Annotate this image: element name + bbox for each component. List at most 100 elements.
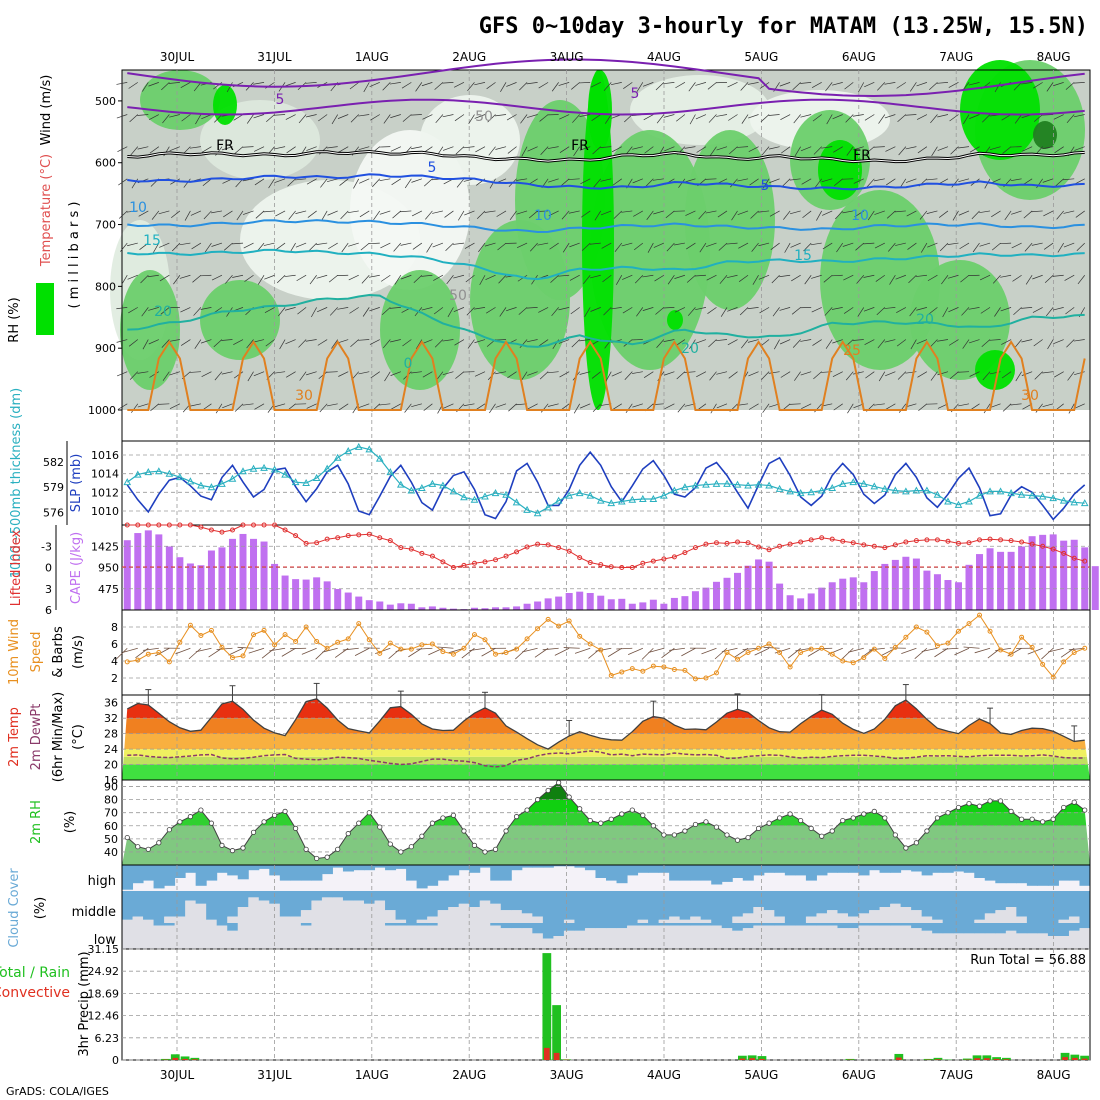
thickness-point <box>607 499 616 507</box>
wind-speed-point <box>766 641 772 647</box>
wind-barb <box>537 242 549 246</box>
wind-barb <box>326 178 338 182</box>
cloud-middle-gap <box>753 907 765 923</box>
wind-barb-10m <box>155 647 170 657</box>
wind-barb <box>771 274 780 284</box>
rh-point <box>587 817 593 824</box>
wind-barb <box>488 146 496 156</box>
lifted-index-point <box>977 537 983 543</box>
wind-speed-point <box>314 638 320 644</box>
wind-barb <box>761 371 770 380</box>
wind-barb <box>1053 371 1064 378</box>
cloud-low-gap <box>711 925 723 949</box>
wind-barb <box>306 403 317 409</box>
wind-barb <box>873 403 885 406</box>
wind-barb <box>929 82 938 90</box>
thickness-point <box>880 484 889 492</box>
cloud-middle-bar <box>521 891 533 914</box>
wind-barb-10m <box>921 647 938 652</box>
wind-barb <box>1073 114 1085 118</box>
wind-barb <box>455 146 465 155</box>
cloud-middle-gap <box>521 913 533 923</box>
wind-barb <box>642 307 654 311</box>
wind-speed-point <box>1008 651 1014 657</box>
wind-barb <box>263 242 275 246</box>
rh-region <box>667 310 683 330</box>
wind-barb <box>520 114 528 124</box>
rh-point <box>724 832 730 838</box>
cape-bar <box>428 606 436 610</box>
wind-barb <box>738 274 749 282</box>
rh-point <box>777 815 783 821</box>
date-label-bottom: 1AUG <box>355 1068 389 1082</box>
temp-tick-label: 24 <box>104 743 118 756</box>
wind-speed-point <box>356 621 362 627</box>
wind-barb <box>402 339 412 347</box>
wind-barb-10m <box>914 647 928 659</box>
wind-speed-point <box>892 644 898 650</box>
wind-barb <box>379 210 391 215</box>
thickness-point <box>291 478 300 486</box>
precip-total-bar <box>757 1056 767 1060</box>
wind-barb <box>526 82 538 85</box>
temp-axis-label-4: (°C) <box>71 724 86 750</box>
cloud-middle-bar <box>427 891 439 917</box>
wind-barb <box>969 114 980 119</box>
cloud-high-bar <box>963 865 975 873</box>
wind-barb <box>211 242 223 247</box>
rh2m-unit-label: (%) <box>63 811 78 834</box>
lifted-index-point <box>387 538 393 544</box>
wind-barb <box>750 210 759 219</box>
wind-barb <box>560 178 570 187</box>
wind-barb <box>789 178 801 181</box>
wind-barb <box>204 242 212 253</box>
wind-barb <box>1063 210 1075 214</box>
rh-tick-label: 90 <box>104 781 118 794</box>
cloud-low-bar <box>816 923 828 926</box>
wind-barb <box>215 403 223 414</box>
cloud-low-bar <box>553 923 565 936</box>
wind-barb <box>221 339 233 341</box>
wind-barb <box>242 403 254 406</box>
cloud-middle-gap <box>974 919 986 923</box>
wind-barb <box>422 371 433 378</box>
wind-speed-point <box>1071 650 1077 655</box>
cloud-low-gap <box>511 928 523 949</box>
wind-barb <box>969 371 980 377</box>
wind-barb <box>852 371 864 375</box>
wind-barb <box>331 114 338 125</box>
wind-speed-point <box>545 616 551 622</box>
cloud-middle-gap <box>1068 916 1080 923</box>
cloud-low-bar <box>984 923 996 934</box>
lifted-index-point <box>208 527 214 533</box>
wind-barb <box>984 178 991 189</box>
cloud-middle-bar <box>195 891 207 904</box>
wind-barb <box>570 307 580 315</box>
cape-bar <box>912 558 920 610</box>
cloud-high-bar <box>122 865 134 890</box>
cloud-high-bar <box>932 865 944 873</box>
cloud-middle-gap <box>321 897 333 923</box>
wind-barb <box>579 339 591 342</box>
thickness-point <box>586 491 595 499</box>
wind-barb <box>708 339 717 348</box>
wind-barb <box>495 371 507 375</box>
cloud-low-gap <box>900 925 912 949</box>
thickness-point <box>207 483 216 491</box>
cape-bar <box>397 603 405 610</box>
wind-barb <box>1033 82 1043 89</box>
lifted-index-point <box>450 565 456 570</box>
rh-point <box>229 848 236 854</box>
wind-barb <box>358 146 370 151</box>
wind-barb <box>874 242 885 249</box>
wind-barb <box>442 82 454 84</box>
cloud-high-bar <box>1058 865 1070 881</box>
wind-barb <box>772 307 780 317</box>
cloud-low-gap <box>1005 930 1017 949</box>
wind-barb <box>1023 210 1033 219</box>
wind-barb <box>611 146 622 153</box>
wind-barb <box>467 82 475 92</box>
rh-point <box>640 812 646 818</box>
wind-barb <box>508 403 517 412</box>
wind-barb <box>195 114 202 125</box>
